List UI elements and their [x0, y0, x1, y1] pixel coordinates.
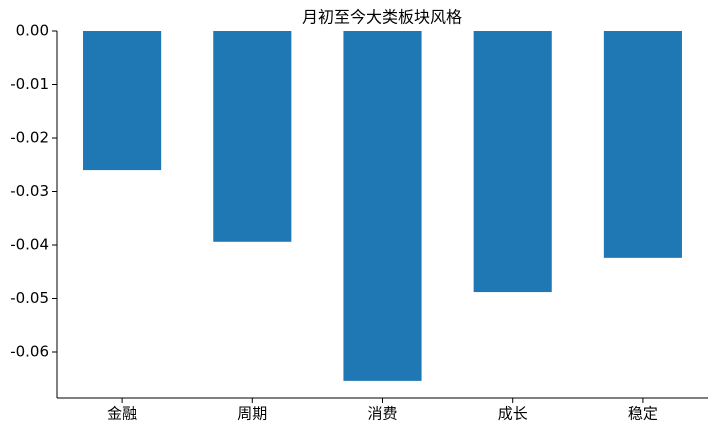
bar	[343, 31, 422, 381]
x-tick-label: 周期	[237, 405, 267, 423]
x-tick-label: 稳定	[628, 405, 658, 423]
y-tick-label: -0.01	[10, 75, 49, 93]
y-tick-label: -0.05	[10, 289, 49, 307]
x-tick-label: 金融	[107, 405, 137, 423]
y-tick-label: -0.06	[10, 342, 49, 360]
bar	[603, 31, 682, 258]
chart-title: 月初至今大类板块风格	[302, 8, 462, 27]
bar	[473, 31, 552, 293]
y-tick-label: -0.04	[10, 235, 49, 253]
x-tick-label: 消费	[367, 405, 397, 423]
bar	[213, 31, 292, 242]
x-tick-label: 成长	[498, 405, 528, 423]
y-tick-label: 0.00	[16, 22, 49, 40]
bar	[83, 31, 162, 171]
y-tick-label: -0.03	[10, 182, 49, 200]
y-tick-label: -0.02	[10, 128, 49, 146]
